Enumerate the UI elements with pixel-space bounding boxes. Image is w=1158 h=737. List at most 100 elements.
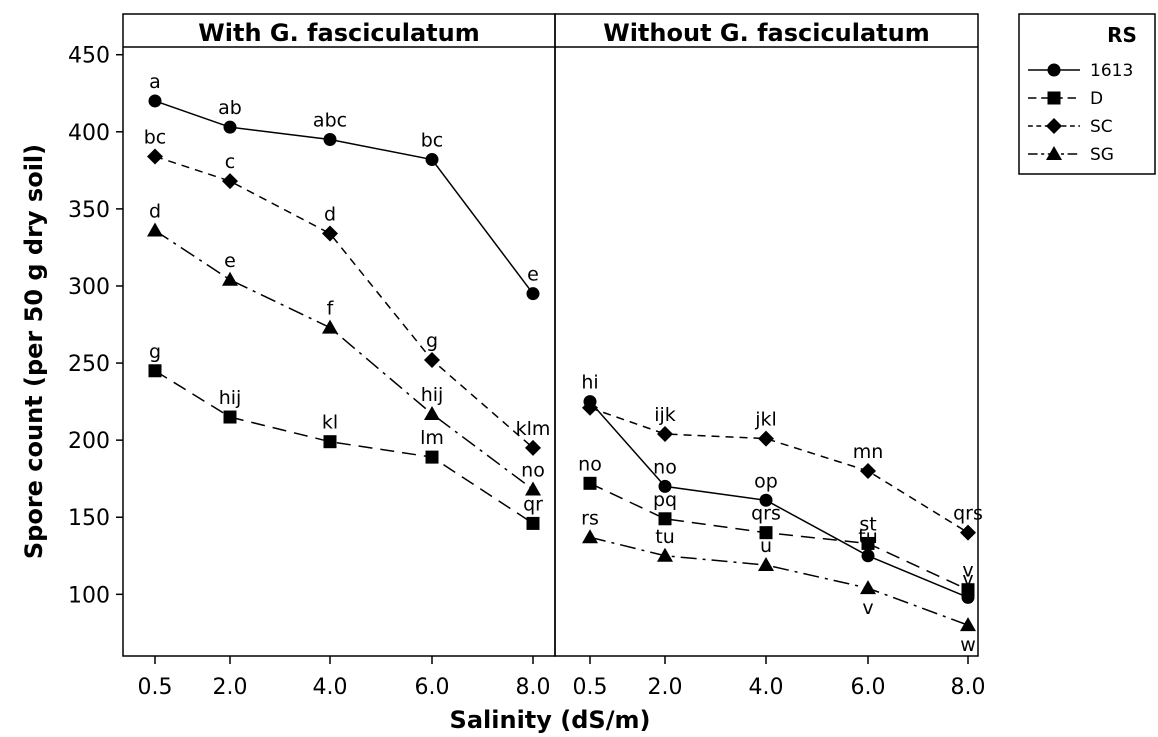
legend-item-SG: SG xyxy=(1028,145,1114,165)
y-tick-label: 400 xyxy=(68,121,110,146)
data-point xyxy=(525,439,541,456)
point-label: hi xyxy=(581,372,598,394)
panel-1: With G. fasciculatum 0.5 2.0 4.0 6.0 8.0 a ab ab… xyxy=(122,13,556,700)
point-label: f xyxy=(327,298,335,320)
point-label: e xyxy=(224,250,236,272)
series-D: no pq qrs st v xyxy=(578,453,975,597)
point-label: op xyxy=(754,470,778,492)
data-point xyxy=(583,476,597,490)
data-point xyxy=(658,479,672,493)
point-label: ab xyxy=(218,97,242,119)
point-label: bc xyxy=(421,130,444,152)
x-tick-label: 6.0 xyxy=(851,675,886,700)
y-axis-title: Spore count (per 50 g dry soil) xyxy=(20,144,48,559)
x-tick-label: 2.0 xyxy=(213,675,248,700)
legend: RS 1613 D SC SG xyxy=(1018,13,1156,175)
point-label: qrs xyxy=(953,503,983,525)
point-label: u xyxy=(760,535,772,557)
x-tick-label: 6.0 xyxy=(415,675,450,700)
data-point xyxy=(148,94,162,108)
legend-marker xyxy=(1047,91,1061,105)
series-SC: bc c d g klm xyxy=(144,126,551,456)
point-label: d xyxy=(149,200,161,222)
data-point xyxy=(526,287,540,301)
data-point xyxy=(147,222,163,237)
data-point xyxy=(861,536,875,550)
point-label: g xyxy=(426,330,438,352)
point-label: pq xyxy=(653,489,677,511)
data-point xyxy=(526,516,540,530)
point-label: klm xyxy=(516,418,551,440)
point-label: lm xyxy=(420,427,444,449)
point-label: rs xyxy=(581,507,599,529)
series-line xyxy=(154,155,534,449)
y-tick-label: 300 xyxy=(68,275,110,300)
data-point xyxy=(759,526,773,540)
y-tick-label: 250 xyxy=(68,352,110,377)
data-point xyxy=(759,493,773,507)
data-point xyxy=(322,319,338,334)
data-point xyxy=(960,524,976,541)
panel-2: Without G. fasciculatum 0.5 2.0 4.0 6.0 8.0 hi… xyxy=(554,13,986,700)
legend-frame xyxy=(1018,13,1156,175)
data-point xyxy=(658,512,672,526)
y-tick-label: 100 xyxy=(68,583,110,608)
data-point xyxy=(425,450,439,464)
y-tick-label: 200 xyxy=(68,429,110,454)
point-label: no xyxy=(653,456,677,478)
series-line xyxy=(589,407,969,534)
point-label: kl xyxy=(322,412,338,434)
series-line xyxy=(154,370,534,525)
data-point xyxy=(961,583,975,597)
legend-label: SC xyxy=(1090,117,1113,137)
point-label: qrs xyxy=(751,503,781,525)
data-point xyxy=(861,549,875,563)
x-tick-label: 4.0 xyxy=(313,675,348,700)
point-label: v xyxy=(962,568,973,590)
point-label: no xyxy=(578,453,602,475)
data-point xyxy=(758,557,774,572)
data-point xyxy=(582,399,598,416)
legend-item-D: D xyxy=(1028,89,1103,109)
point-label: v xyxy=(962,560,973,582)
point-label: hij xyxy=(219,387,242,409)
legend-label: D xyxy=(1090,89,1103,109)
x-tick-label: 0.5 xyxy=(573,675,608,700)
point-label: jkl xyxy=(754,409,777,431)
data-point xyxy=(223,120,237,134)
legend-marker xyxy=(1047,63,1061,77)
series-D: g hij kl lm qr xyxy=(148,341,543,530)
data-point xyxy=(148,364,162,378)
series-1613: a ab abc bc e xyxy=(148,71,540,301)
y-tick-label: 150 xyxy=(68,506,110,531)
point-label: a xyxy=(149,71,161,93)
legend-item-SC: SC xyxy=(1028,117,1113,137)
point-label: mn xyxy=(853,441,884,463)
data-point xyxy=(424,405,440,420)
point-label: st xyxy=(859,513,876,535)
point-label: bc xyxy=(144,126,167,148)
legend-label: 1613 xyxy=(1090,61,1133,81)
point-label: e xyxy=(527,264,539,286)
data-point xyxy=(322,225,338,242)
data-point xyxy=(860,580,876,595)
point-label: v xyxy=(862,597,873,619)
data-point xyxy=(657,425,673,442)
series-SC: ijk jkl mn qrs xyxy=(582,399,983,541)
data-point xyxy=(323,435,337,449)
data-point xyxy=(424,351,440,368)
data-point xyxy=(425,153,439,167)
series-line xyxy=(154,229,534,491)
series-SG: rs tu u v w xyxy=(581,507,976,656)
legend-marker xyxy=(1046,118,1062,134)
point-label: no xyxy=(521,459,545,481)
point-label: tu xyxy=(655,526,675,548)
data-point xyxy=(147,148,163,165)
x-axis-title: Salinity (dS/m) xyxy=(450,706,651,734)
x-tick-label: 8.0 xyxy=(516,675,551,700)
panel-title: With G. fasciculatum xyxy=(198,19,479,47)
data-point xyxy=(960,617,976,632)
y-tick-label: 350 xyxy=(68,198,110,223)
point-label: g xyxy=(149,341,161,363)
